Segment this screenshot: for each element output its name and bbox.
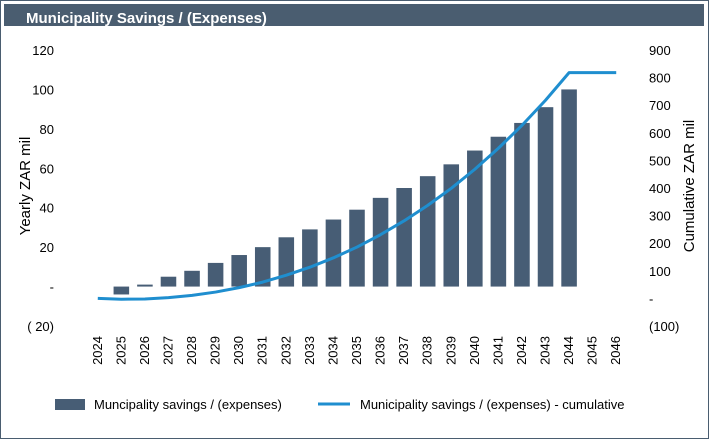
bar-2028 xyxy=(184,270,200,287)
x-tick-label: 2026 xyxy=(137,336,152,365)
x-tick-label: 2025 xyxy=(113,336,128,365)
y-right-tick-label: 400 xyxy=(649,181,671,196)
y-axis-right-label: Cumulative ZAR mil xyxy=(681,120,698,253)
bar-2039 xyxy=(443,164,460,287)
x-tick-label: 2030 xyxy=(231,336,246,365)
x-tick-label: 2044 xyxy=(561,336,576,365)
x-tick-label: 2040 xyxy=(467,336,482,365)
bar-2037 xyxy=(396,188,412,287)
bar-2044 xyxy=(561,89,577,287)
y-left-tick-label: 20 xyxy=(40,240,54,255)
y-right-tick-label: 200 xyxy=(649,236,671,251)
y-right-tick-label: 700 xyxy=(649,98,671,113)
bar-2032 xyxy=(278,237,295,287)
x-tick-label: 2028 xyxy=(184,336,199,365)
x-tick-label: 2036 xyxy=(373,336,388,365)
x-tick-label: 2043 xyxy=(538,336,553,365)
y-left-tick-label: 40 xyxy=(40,201,54,216)
y-left-tick-label: 100 xyxy=(32,82,54,97)
y-left-tick-label: 120 xyxy=(32,43,54,58)
cumulative-line xyxy=(97,71,617,301)
y-right-tick-label: (100) xyxy=(649,319,679,334)
x-tick-label: 2027 xyxy=(160,336,175,365)
chart-title: Municipality Savings / (Expenses) xyxy=(26,10,267,27)
legend-bar-label: Muncipality savings / (expenses) xyxy=(94,397,282,412)
bar-2026 xyxy=(137,284,153,287)
x-tick-label: 2033 xyxy=(302,336,317,365)
bar-2034 xyxy=(325,219,342,287)
y-left-tick-label: 80 xyxy=(40,122,54,137)
legend-bar-swatch xyxy=(55,399,85,410)
x-tick-label: 2046 xyxy=(608,336,623,365)
bar-2025 xyxy=(113,286,130,295)
x-tick-label: 2024 xyxy=(90,336,105,365)
bar-2030 xyxy=(231,255,247,287)
x-tick-label: 2038 xyxy=(420,336,435,365)
legend-line-label: Municipality savings / (expenses) - cumu… xyxy=(360,397,624,412)
x-tick-label: 2032 xyxy=(278,336,293,365)
x-tick-label: 2034 xyxy=(325,336,340,365)
bar-2042 xyxy=(514,122,530,287)
y-right-tick-label: 300 xyxy=(649,209,671,224)
x-tick-label: 2031 xyxy=(255,336,270,365)
y-right-tick-label: 900 xyxy=(649,43,671,58)
x-tick-label: 2035 xyxy=(349,336,364,365)
x-tick-label: 2042 xyxy=(514,336,529,365)
x-tick-label: 2045 xyxy=(585,336,600,365)
x-axis-ticks: 2024 2025 2026 2027 2028 2029 2030 2031 2032 2033… xyxy=(90,336,623,365)
y-right-tick-label: - xyxy=(649,291,653,306)
bar-series xyxy=(113,89,577,295)
line-series xyxy=(97,71,617,301)
x-tick-label: 2039 xyxy=(443,336,458,365)
x-tick-label: 2041 xyxy=(490,336,505,365)
title-bar xyxy=(4,4,704,26)
y-right-tick-label: 100 xyxy=(649,264,671,279)
bar-2040 xyxy=(467,150,483,287)
y-left-tick-label: ( 20) xyxy=(27,319,54,334)
bar-2041 xyxy=(490,136,507,287)
bar-2031 xyxy=(254,247,271,287)
y-left-tick-label: - xyxy=(50,280,54,295)
left-axis-ticks: ( 20) - 20 40 60 80 100 120 xyxy=(27,43,54,334)
bar-2027 xyxy=(160,276,177,287)
bar-2033 xyxy=(302,229,318,287)
right-axis-ticks: (100) - 100 200 300 400 500 600 700 800 900 xyxy=(649,43,679,334)
y-left-tick-label: 60 xyxy=(40,161,54,176)
y-axis-left-label: Yearly ZAR mil xyxy=(17,137,34,236)
y-right-tick-label: 600 xyxy=(649,126,671,141)
legend: Muncipality savings / (expenses) Municip… xyxy=(55,397,624,412)
bar-2038 xyxy=(419,176,436,287)
x-tick-label: 2037 xyxy=(396,336,411,365)
y-right-tick-label: 500 xyxy=(649,153,671,168)
bar-2036 xyxy=(372,197,389,287)
bar-2043 xyxy=(537,107,554,287)
y-right-tick-label: 800 xyxy=(649,71,671,86)
bar-2029 xyxy=(207,262,224,287)
x-tick-label: 2029 xyxy=(208,336,223,365)
